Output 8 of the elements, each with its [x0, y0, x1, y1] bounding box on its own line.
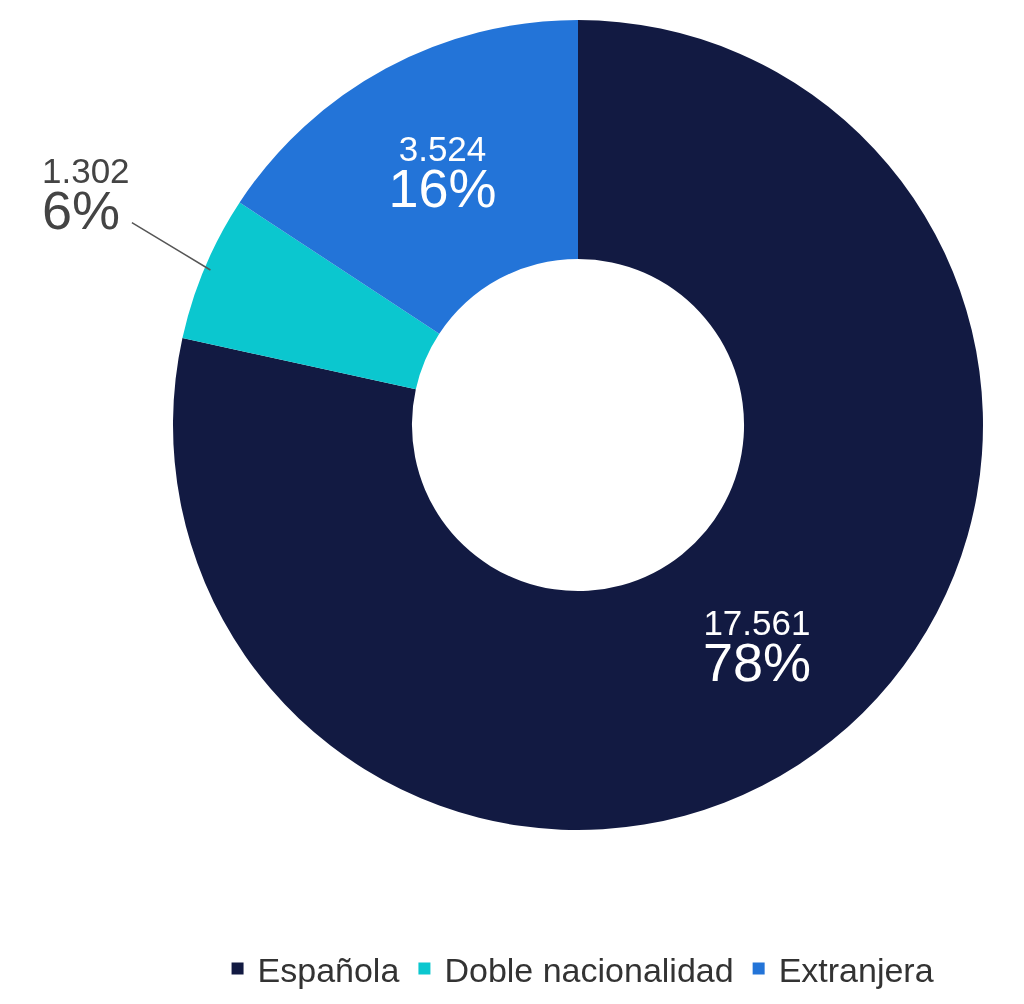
- data-label: 3.524 16%: [388, 129, 497, 218]
- data-label: 17.561 78%: [702, 603, 811, 692]
- legend-label: Extranjera: [778, 950, 934, 989]
- donut-slice: [173, 20, 983, 830]
- donut-slice: [239, 20, 578, 334]
- legend-label: Española: [257, 950, 400, 989]
- data-label: 1.302 6%: [42, 151, 130, 240]
- legend-label: Doble nacionalidad: [444, 950, 734, 989]
